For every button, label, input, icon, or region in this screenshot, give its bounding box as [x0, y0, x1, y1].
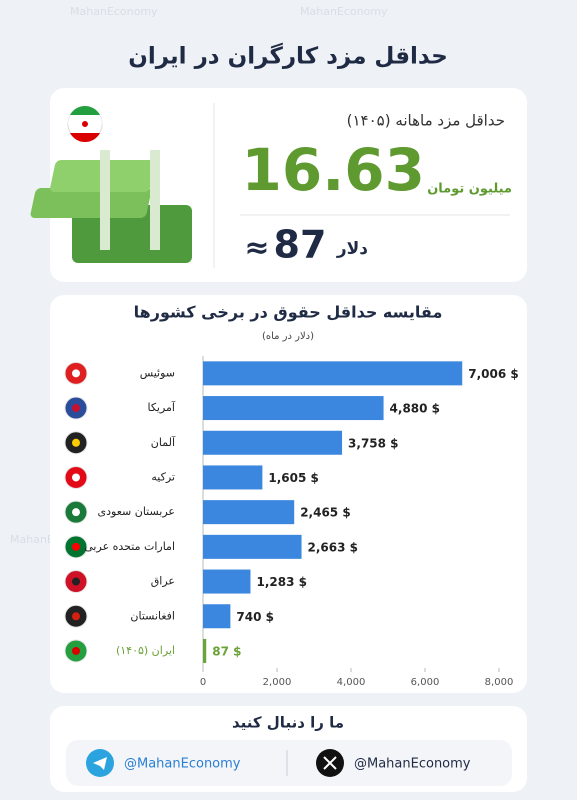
value-label: 740 $: [236, 610, 274, 624]
value-label: 1,283 $: [256, 575, 306, 589]
watermark: MahanEconomy: [300, 5, 388, 18]
bar: [203, 500, 295, 525]
amount: 16.63: [242, 136, 425, 204]
value-label: 1,605 $: [268, 471, 318, 485]
flag-detail: [72, 577, 80, 586]
category-label: امارات متحده عربی: [84, 540, 175, 553]
flag-detail: [72, 438, 80, 447]
approx-sign: ≈: [244, 231, 269, 266]
x-handle[interactable]: @MahanEconomy: [354, 757, 471, 772]
money-icon: [30, 150, 192, 263]
category-label: آمریکا: [147, 400, 175, 414]
iran-flag: [67, 106, 103, 142]
category-label: افغانستان: [130, 609, 175, 622]
chart-card: [50, 295, 527, 693]
bar: [203, 604, 231, 629]
amount-unit: میلیون تومان: [427, 182, 512, 197]
value-label: 2,465 $: [300, 506, 350, 520]
value-label: 7,006 $: [468, 367, 518, 381]
value-label: 3,758 $: [348, 436, 398, 450]
category-label: سوئیس: [140, 366, 175, 379]
usd-unit: دلار: [336, 239, 368, 259]
value-label: 87 $: [212, 644, 241, 658]
flag-detail: [72, 542, 80, 551]
x-tick-label: 8,000: [485, 677, 514, 688]
telegram-handle[interactable]: @MahanEconomy: [124, 757, 241, 772]
flag-detail: [72, 646, 80, 655]
telegram-plane: [93, 757, 107, 770]
flag-detail: [72, 369, 80, 378]
flag-detail: [72, 473, 80, 482]
summary-label: حداقل مزد ماهانه (۱۴۰۵): [347, 112, 505, 130]
bar: [203, 361, 463, 386]
social-bar: [66, 740, 512, 786]
x-tick-label: 6,000: [411, 677, 440, 688]
value-label: 2,663 $: [308, 540, 358, 554]
category-label: آلمان: [151, 435, 176, 449]
flag-detail: [72, 404, 80, 413]
bar: [203, 534, 302, 559]
chart-subtitle: (دلار در ماه): [262, 331, 314, 342]
usd-amount: 87: [274, 223, 327, 267]
flag-detail: [72, 612, 80, 621]
category-label: عربستان سعودی: [98, 505, 175, 518]
bar: [203, 430, 343, 455]
value-label: 4,880 $: [390, 402, 440, 416]
footer-title: ما را دنبال کنید: [232, 714, 344, 732]
category-label: ایران (۱۴۰۵): [116, 644, 175, 657]
flag-detail: [72, 508, 80, 517]
category-label: ترکیه: [151, 470, 175, 483]
bar: [203, 569, 251, 594]
x-tick-label: 4,000: [337, 677, 366, 688]
x-tick-label: 2,000: [263, 677, 292, 688]
chart-title: مقایسه حداقل حقوق در برخی کشورها: [134, 303, 443, 322]
page-title: حداقل مزد کارگران در ایران: [128, 43, 448, 70]
bar: [203, 396, 384, 421]
x-tick-label: 0: [200, 677, 206, 688]
bar-chart: 0 2,000 4,000 6,000 8,000 سوئیس 7,006 $ آمریکا 4…: [64, 356, 519, 688]
bar: [203, 465, 263, 490]
bar: [203, 638, 207, 663]
category-label: عراق: [151, 575, 175, 588]
x-logo: [323, 756, 337, 770]
watermark: MahanEconomy: [70, 5, 158, 18]
